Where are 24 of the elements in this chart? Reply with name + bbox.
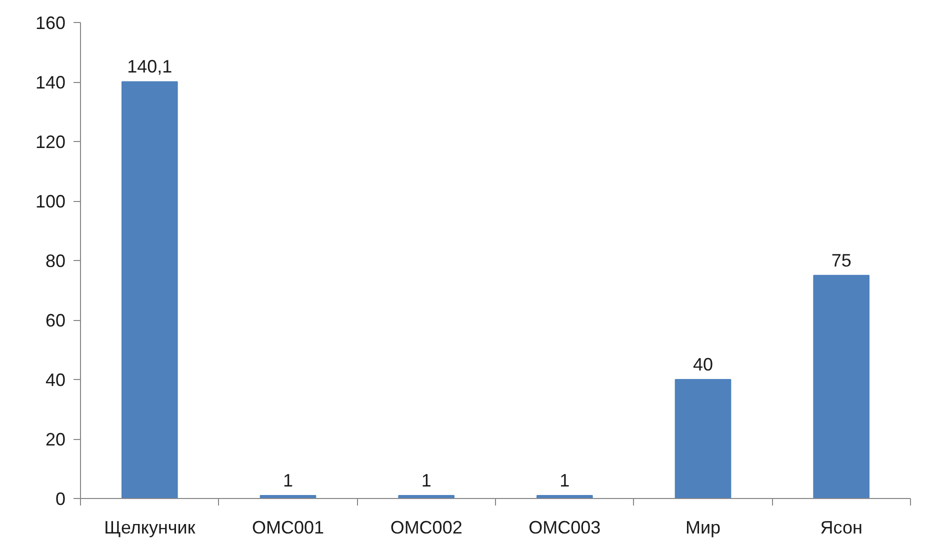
data-label: 140,1 [127, 56, 172, 77]
bar [813, 274, 870, 498]
y-tick-label: 80 [45, 251, 66, 271]
y-tick-label: 20 [45, 430, 66, 450]
x-tick-label: Мир [685, 518, 721, 538]
data-label: 75 [831, 250, 852, 270]
x-tick-label: OMC003 [528, 518, 601, 538]
x-tick-label: OMC001 [252, 518, 324, 538]
data-label: 1 [421, 470, 432, 491]
data-label: 1 [282, 470, 294, 491]
y-tick-label: 60 [45, 310, 66, 330]
y-tick-label: 140 [35, 72, 66, 92]
x-tick-label: Щелкунчик [104, 518, 196, 538]
bar [674, 379, 732, 498]
y-tick-label: 40 [45, 370, 66, 390]
data-label: 1 [560, 470, 570, 491]
x-tick-label: Ясон [820, 518, 862, 538]
y-tick-label: 120 [35, 132, 66, 152]
y-tick-label: 0 [55, 489, 66, 509]
bar [122, 81, 178, 498]
y-tick-label: 100 [35, 192, 66, 212]
x-tick-label: OMC002 [390, 518, 462, 538]
y-tick-label: 160 [35, 13, 66, 33]
data-label: 40 [692, 354, 714, 374]
